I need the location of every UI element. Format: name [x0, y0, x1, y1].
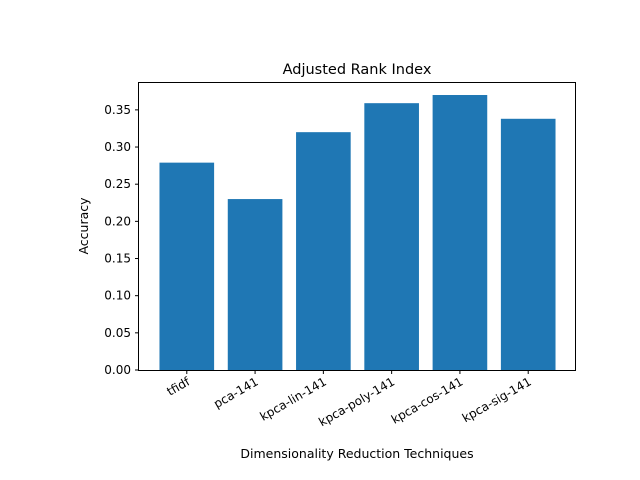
y-axis-label: Accuracy	[76, 197, 91, 255]
y-tick-label: 0.15	[104, 252, 131, 266]
bars-group	[159, 95, 556, 371]
bar-tfidf	[159, 162, 215, 370]
plot-frame	[138, 82, 576, 371]
chart-title: Adjusted Rank Index	[283, 62, 432, 78]
x-axis-label: Dimensionality Reduction Techniques	[240, 446, 473, 461]
y-tick-label: 0.20	[104, 214, 131, 228]
bar-kpca-poly-141	[364, 103, 419, 371]
y-tick-label: 0.10	[104, 289, 131, 303]
bar-kpca-lin-141	[296, 132, 351, 370]
y-axis: 0.00 0.05 0.10 0.15 0.20 0.25 0.30 0.35	[104, 103, 139, 377]
bar-kpca-cos-141	[432, 95, 488, 370]
y-tick-label: 0.25	[104, 177, 131, 191]
y-tick-label: 0.30	[104, 140, 131, 154]
bar-pca-141	[227, 199, 283, 370]
y-tick-label: 0.00	[104, 363, 131, 377]
y-tick-label: 0.05	[104, 326, 131, 340]
bar-kpca-sig-141	[500, 118, 556, 370]
y-tick-label: 0.35	[104, 103, 131, 117]
